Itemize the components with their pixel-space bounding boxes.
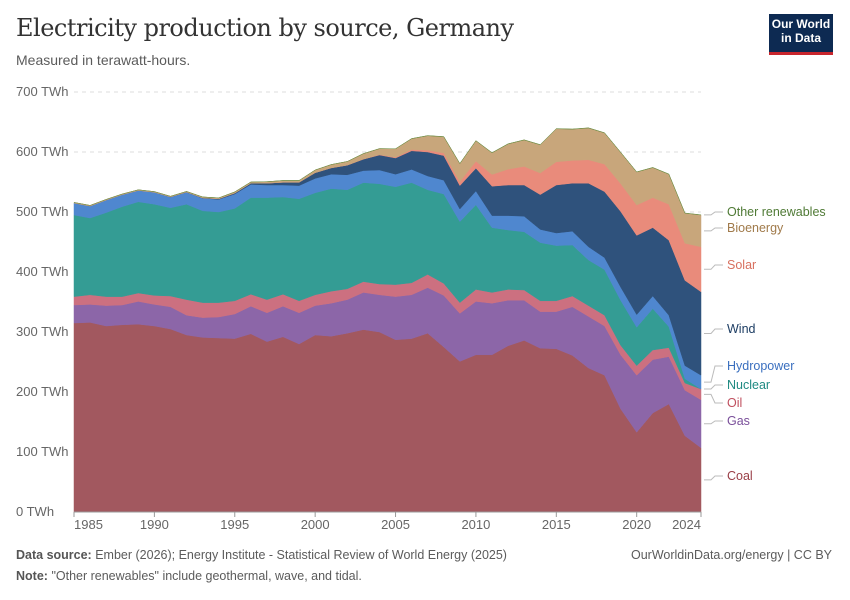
series-label-hydropower[interactable]: Hydropower: [727, 359, 794, 373]
series-label-coal[interactable]: Coal: [727, 469, 753, 483]
series-label-nuclear[interactable]: Nuclear: [727, 378, 770, 392]
credit-link[interactable]: OurWorldinData.org/energy | CC BY: [630, 548, 832, 562]
y-tick-label: 600 TWh: [16, 144, 69, 159]
series-label-oil[interactable]: Oil: [727, 396, 742, 410]
chart-subtitle: Measured in terawatt-hours.: [16, 52, 191, 68]
chart-title: Electricity production by source, German…: [16, 14, 514, 42]
x-tick-label: 1990: [140, 517, 169, 532]
area-other-renewables[interactable]: [73, 127, 702, 216]
series-label-solar[interactable]: Solar: [727, 258, 756, 272]
note-label: Note:: [16, 569, 48, 583]
note-text: "Other renewables" include geothermal, w…: [51, 569, 362, 583]
label-connector: [704, 475, 723, 481]
label-connector: [704, 365, 723, 383]
y-tick-label: 500 TWh: [16, 204, 69, 219]
label-connector: [704, 264, 723, 270]
label-connector: [704, 211, 723, 216]
data-source: Data source: Ember (2026); Energy Instit…: [16, 548, 507, 562]
series-label-other-renewables[interactable]: Other renewables: [727, 205, 826, 219]
x-tick-label: 2010: [461, 517, 490, 532]
y-tick-label: 700 TWh: [16, 84, 69, 99]
source-text[interactable]: Ember (2026); Energy Institute - Statist…: [95, 548, 507, 562]
label-connector: [704, 384, 723, 390]
label-connector: [704, 227, 723, 232]
source-label: Data source:: [16, 548, 92, 562]
x-tick-label: 2015: [542, 517, 571, 532]
note: Note: "Other renewables" include geother…: [16, 569, 362, 583]
x-tick-label: 2005: [381, 517, 410, 532]
series-label-gas[interactable]: Gas: [727, 414, 750, 428]
label-connector: [704, 420, 723, 425]
y-tick-label: 400 TWh: [16, 264, 69, 279]
y-tick-label: 300 TWh: [16, 324, 69, 339]
series-label-wind[interactable]: Wind: [727, 322, 756, 336]
x-tick-label: 2020: [622, 517, 651, 532]
label-connector: [704, 393, 723, 404]
y-tick-label: 0 TWh: [16, 504, 54, 519]
x-tick-label: 2024: [672, 517, 701, 532]
x-tick-label: 1995: [220, 517, 249, 532]
y-tick-label: 100 TWh: [16, 444, 69, 459]
y-tick-label: 200 TWh: [16, 384, 69, 399]
label-connector: [704, 328, 723, 334]
logo-text: Our World in Data: [771, 17, 831, 45]
series-label-bioenergy[interactable]: Bioenergy: [727, 221, 784, 235]
x-tick-label: 2000: [301, 517, 330, 532]
x-tick-label: 1985: [74, 517, 103, 532]
owid-logo[interactable]: Our World in Data: [769, 14, 833, 55]
